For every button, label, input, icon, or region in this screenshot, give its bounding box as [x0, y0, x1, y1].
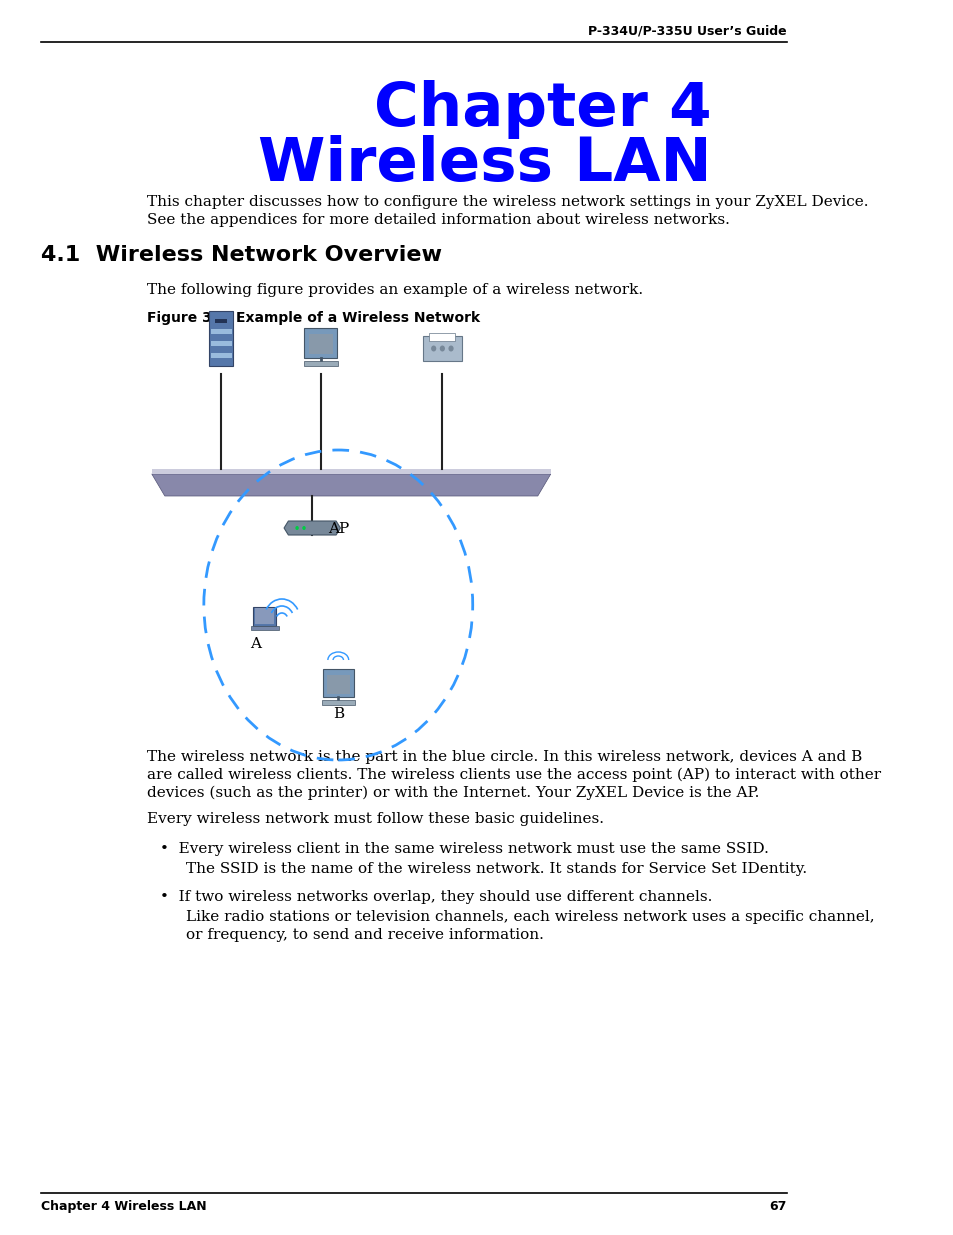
- Polygon shape: [284, 521, 340, 535]
- Text: A: A: [250, 637, 261, 651]
- Text: AP: AP: [328, 522, 349, 536]
- Polygon shape: [326, 674, 350, 694]
- Text: This chapter discusses how to configure the wireless network settings in your Zy: This chapter discusses how to configure …: [148, 195, 868, 209]
- Text: The following figure provides an example of a wireless network.: The following figure provides an example…: [148, 283, 643, 296]
- Text: See the appendices for more detailed information about wireless networks.: See the appendices for more detailed inf…: [148, 212, 730, 227]
- Polygon shape: [211, 353, 232, 358]
- Text: The SSID is the name of the wireless network. It stands for Service Set IDentity: The SSID is the name of the wireless net…: [186, 862, 807, 876]
- Polygon shape: [152, 474, 550, 496]
- Polygon shape: [211, 341, 232, 346]
- Text: P-334U/P-335U User’s Guide: P-334U/P-335U User’s Guide: [587, 25, 786, 38]
- Circle shape: [295, 526, 298, 530]
- Text: 67: 67: [768, 1200, 786, 1213]
- Text: Every wireless network must follow these basic guidelines.: Every wireless network must follow these…: [148, 811, 604, 826]
- Polygon shape: [303, 361, 338, 366]
- Text: Wireless LAN: Wireless LAN: [257, 135, 711, 194]
- Circle shape: [431, 346, 436, 352]
- Text: Chapter 4: Chapter 4: [374, 80, 711, 140]
- Text: •  Every wireless client in the same wireless network must use the same SSID.: • Every wireless client in the same wire…: [160, 842, 768, 856]
- Text: Figure 33   Example of a Wireless Network: Figure 33 Example of a Wireless Network: [148, 311, 480, 325]
- Text: B: B: [333, 706, 343, 721]
- Text: Chapter 4 Wireless LAN: Chapter 4 Wireless LAN: [41, 1200, 206, 1213]
- Polygon shape: [253, 606, 275, 625]
- Polygon shape: [255, 609, 274, 624]
- Polygon shape: [322, 669, 354, 698]
- Polygon shape: [422, 336, 461, 361]
- Polygon shape: [321, 700, 355, 705]
- Text: Like radio stations or television channels, each wireless network uses a specifi: Like radio stations or television channe…: [186, 910, 874, 924]
- Polygon shape: [211, 329, 232, 333]
- Polygon shape: [214, 319, 227, 324]
- Polygon shape: [429, 333, 455, 341]
- Text: are called wireless clients. The wireless clients use the access point (AP) to i: are called wireless clients. The wireles…: [148, 768, 881, 783]
- Polygon shape: [251, 625, 278, 630]
- Polygon shape: [152, 469, 550, 474]
- Circle shape: [439, 346, 444, 352]
- Text: devices (such as the printer) or with the Internet. Your ZyXEL Device is the AP.: devices (such as the printer) or with th…: [148, 785, 759, 800]
- Circle shape: [302, 526, 305, 530]
- Text: The wireless network is the part in the blue circle. In this wireless network, d: The wireless network is the part in the …: [148, 750, 862, 764]
- Text: or frequency, to send and receive information.: or frequency, to send and receive inform…: [186, 927, 544, 942]
- Polygon shape: [309, 333, 333, 354]
- Text: 4.1  Wireless Network Overview: 4.1 Wireless Network Overview: [41, 245, 441, 266]
- Polygon shape: [304, 329, 337, 358]
- Circle shape: [448, 346, 454, 352]
- Polygon shape: [209, 311, 233, 366]
- Text: •  If two wireless networks overlap, they should use different channels.: • If two wireless networks overlap, they…: [160, 890, 712, 904]
